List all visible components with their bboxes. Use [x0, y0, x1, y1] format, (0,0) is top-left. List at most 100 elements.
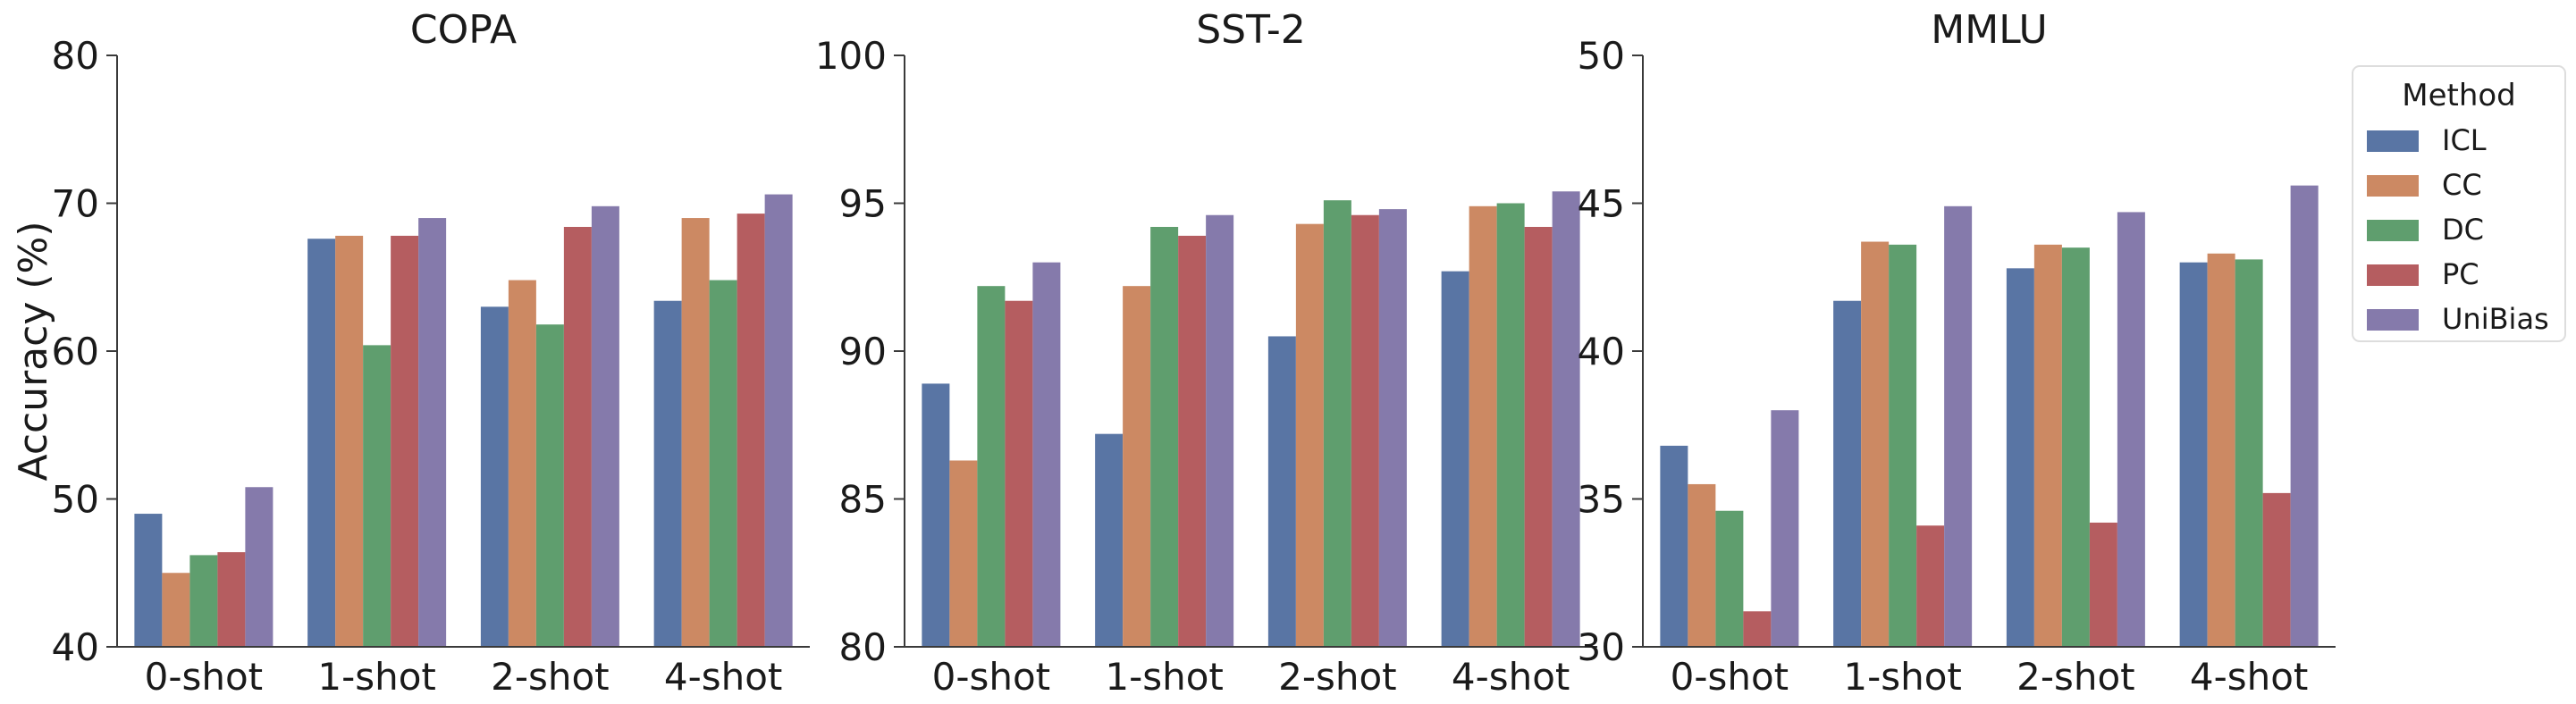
bar-sst-2-1-shot-dc [1150, 226, 1179, 648]
bar-mmlu-2-shot-dc [2061, 247, 2090, 647]
bar-copa-2-shot-cc [508, 280, 536, 647]
bar-sst-2-2-shot-icl [1267, 336, 1296, 647]
bar-sst-2-1-shot-cc [1123, 286, 1151, 647]
bar-mmlu-1-shot-unibias [1944, 205, 1973, 647]
bar-sst-2-0-shot-icl [922, 383, 950, 647]
bar-sst-2-2-shot-cc [1295, 223, 1324, 648]
bar-copa-0-shot-dc [189, 555, 218, 647]
bar-mmlu-1-shot-icl [1833, 300, 1862, 647]
bar-sst-2-2-shot-dc [1323, 200, 1351, 647]
x-tick-label: 1-shot [317, 655, 436, 699]
bar-copa-1-shot-icl [307, 239, 336, 647]
y-axis-label: Accuracy (%) [11, 221, 56, 481]
bar-mmlu-4-shot-pc [2262, 492, 2291, 647]
legend-label-cc: CC [2442, 168, 2482, 202]
bar-copa-4-shot-icl [653, 300, 682, 647]
x-tick-label: 2-shot [1278, 655, 1397, 699]
bar-copa-2-shot-pc [563, 226, 592, 648]
bar-mmlu-0-shot-dc [1715, 510, 1744, 647]
x-tick-label: 0-shot [1671, 655, 1789, 699]
legend-swatch-unibias [2367, 309, 2419, 331]
bar-mmlu-4-shot-dc [2235, 259, 2263, 647]
legend-label-dc: DC [2442, 213, 2484, 247]
y-tick-label: 35 [1578, 478, 1625, 522]
panel-title: COPA [410, 7, 517, 53]
bar-copa-1-shot-cc [335, 235, 364, 647]
bar-copa-0-shot-cc [162, 573, 190, 647]
y-tick-label: 40 [1578, 330, 1625, 373]
y-tick-label: 80 [839, 625, 887, 669]
bar-sst-2-0-shot-unibias [1032, 262, 1061, 647]
panel-title: MMLU [1931, 7, 2047, 53]
y-tick-label: 60 [52, 330, 99, 373]
y-tick-label: 90 [839, 330, 887, 373]
bar-copa-2-shot-icl [480, 306, 509, 647]
x-tick-label: 1-shot [1843, 655, 1962, 699]
y-tick-label: 70 [52, 182, 99, 226]
legend: Method ICL CC DC PC UniBias [2352, 65, 2566, 342]
y-tick-label: 85 [839, 478, 887, 522]
panel-mmlu: 0-shot 1-shot 2-shot 4-shot 30 35 40 45 50 MMLU [1578, 7, 2336, 699]
legend-swatch-cc [2367, 175, 2419, 197]
x-tick-label: 2-shot [491, 655, 610, 699]
x-tick-label: 0-shot [145, 655, 264, 699]
x-tick-label: 4-shot [664, 655, 783, 699]
y-tick-label: 100 [815, 34, 887, 78]
y-tick-label: 30 [1578, 625, 1625, 669]
bar-copa-0-shot-pc [217, 552, 246, 647]
bar-mmlu-2-shot-icl [2006, 268, 2034, 647]
bar-copa-1-shot-pc [391, 235, 419, 647]
x-tick-label: 4-shot [2190, 655, 2309, 699]
bar-mmlu-0-shot-icl [1660, 445, 1688, 647]
bar-copa-4-shot-dc [709, 280, 737, 647]
bar-sst-2-1-shot-icl [1095, 433, 1124, 647]
y-tick-label: 40 [52, 625, 99, 669]
bar-copa-1-shot-dc [363, 345, 391, 647]
legend-swatch-pc [2367, 264, 2419, 286]
bar-mmlu-2-shot-cc [2033, 244, 2062, 647]
bar-mmlu-1-shot-pc [1916, 525, 1945, 647]
panel-title: SST-2 [1196, 7, 1306, 53]
y-tick-label: 95 [839, 182, 887, 226]
y-tick-label: 80 [52, 34, 99, 78]
bar-copa-2-shot-dc [535, 324, 564, 647]
y-tick-label: 50 [1578, 34, 1625, 78]
bar-copa-1-shot-unibias [418, 218, 447, 648]
y-tick-label: 45 [1578, 182, 1625, 226]
bar-mmlu-2-shot-unibias [2117, 212, 2145, 647]
bar-mmlu-4-shot-icl [2179, 262, 2208, 647]
bar-sst-2-0-shot-pc [1005, 300, 1033, 647]
x-tick-label: 2-shot [2016, 655, 2135, 699]
x-tick-label: 4-shot [1452, 655, 1570, 699]
bar-mmlu-4-shot-cc [2207, 253, 2235, 647]
bar-sst-2-0-shot-dc [977, 286, 1006, 647]
bar-mmlu-2-shot-pc [2089, 522, 2117, 647]
panel-copa: 0-shot 1-shot 2-shot 4-shot 40 50 60 70 80 COPA Ac… [11, 7, 810, 699]
legend-label-unibias: UniBias [2442, 302, 2549, 336]
bar-sst-2-4-shot-dc [1496, 203, 1525, 647]
bar-mmlu-1-shot-cc [1861, 241, 1890, 647]
bar-copa-0-shot-icl [134, 514, 163, 647]
bar-mmlu-1-shot-dc [1889, 244, 1917, 647]
bar-sst-2-4-shot-unibias [1552, 191, 1580, 647]
x-tick-label: 1-shot [1105, 655, 1224, 699]
x-tick-label: 0-shot [932, 655, 1051, 699]
legend-swatch-icl [2367, 130, 2419, 152]
bar-copa-2-shot-unibias [591, 205, 619, 647]
bar-sst-2-2-shot-unibias [1378, 209, 1407, 647]
bar-sst-2-1-shot-unibias [1206, 214, 1234, 648]
bar-mmlu-0-shot-cc [1688, 483, 1716, 647]
panel-sst-2: 0-shot 1-shot 2-shot 4-shot 80 85 90 95 100 SST-2 [815, 7, 1597, 699]
bar-sst-2-4-shot-pc [1524, 226, 1553, 648]
bar-sst-2-4-shot-cc [1469, 205, 1497, 647]
bar-mmlu-0-shot-unibias [1771, 410, 1799, 647]
bar-sst-2-1-shot-pc [1178, 235, 1207, 647]
bar-copa-4-shot-unibias [764, 194, 793, 647]
bar-copa-0-shot-unibias [245, 487, 274, 647]
bar-sst-2-4-shot-icl [1441, 271, 1469, 647]
y-tick-label: 50 [52, 478, 99, 522]
legend-title: Method [2402, 78, 2516, 113]
legend-swatch-dc [2367, 220, 2419, 241]
